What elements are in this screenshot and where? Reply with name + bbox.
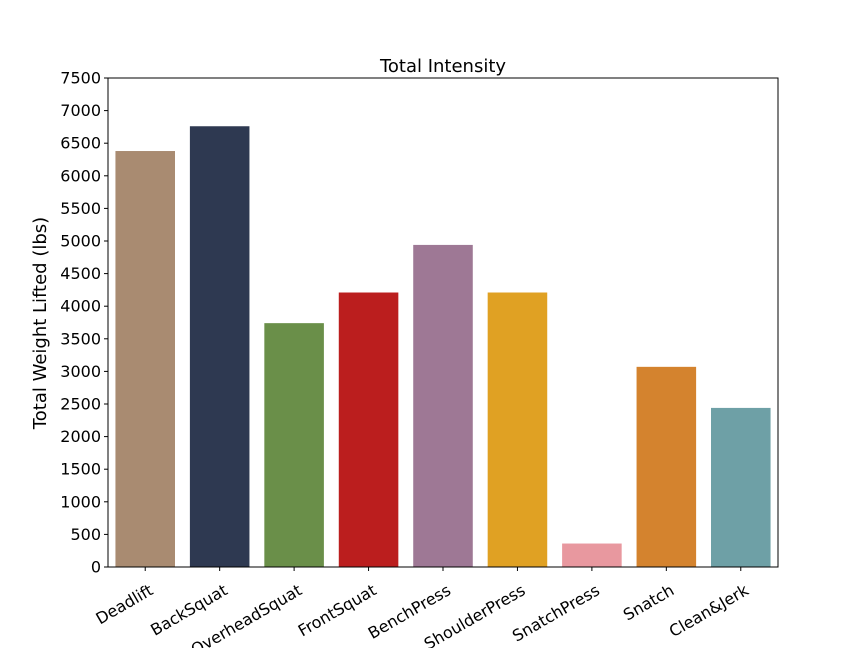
bar-snatchpress <box>562 543 622 567</box>
y-tick-label: 7000 <box>60 101 101 120</box>
y-tick-label: 6000 <box>60 166 101 185</box>
bar-shoulderpress <box>487 292 548 567</box>
y-tick-label: 1000 <box>60 492 101 511</box>
y-tick-label: 3500 <box>60 329 101 348</box>
y-tick-label: 3000 <box>60 362 101 381</box>
y-tick-label: 2000 <box>60 427 101 446</box>
y-tick-label: 4000 <box>60 297 101 316</box>
x-axis-ticks: DeadliftBackSquatOverheadSquatFrontSquat… <box>92 567 752 648</box>
y-tick-label: 500 <box>70 525 101 544</box>
bar-snatch <box>636 366 697 567</box>
x-tick-label: Snatch <box>620 580 677 624</box>
y-tick-label: 5000 <box>60 232 101 251</box>
y-axis-label: Total Weight Lifted (lbs) <box>30 217 51 430</box>
x-tick-label: Deadlift <box>92 580 156 628</box>
bar-overheadsquat <box>264 323 324 567</box>
y-tick-label: 2500 <box>60 395 101 414</box>
y-tick-label: 7500 <box>60 69 101 88</box>
bar-frontsquat <box>338 292 399 567</box>
y-tick-label: 0 <box>91 558 101 577</box>
bar-backsquat <box>189 126 250 567</box>
x-tick-label: Clean&Jerk <box>666 580 753 641</box>
y-tick-label: 6500 <box>60 134 101 153</box>
y-tick-label: 1500 <box>60 460 101 479</box>
y-tick-label: 4500 <box>60 264 101 283</box>
bars-group <box>115 126 771 567</box>
plot-frame <box>107 77 779 568</box>
y-tick-label: 5500 <box>60 199 101 218</box>
chart-title: Total Intensity <box>379 56 506 77</box>
bar-deadlift <box>115 151 175 567</box>
y-axis-ticks: 0 500 1000 1500 2000 2500 3000 3500 4000 4500 5000… <box>60 69 108 577</box>
bar-clean-jerk <box>711 407 771 567</box>
bar-benchpress <box>413 244 473 567</box>
